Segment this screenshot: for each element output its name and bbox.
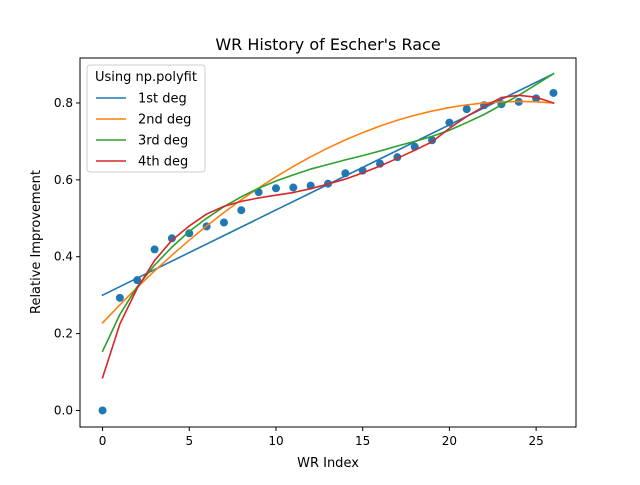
chart-title: WR History of Escher's Race (215, 35, 440, 54)
x-tick-label: 15 (355, 434, 370, 448)
x-axis: 0 5 10 15 20 25 (99, 427, 544, 448)
data-point (219, 218, 228, 227)
series-line-3 (101, 72, 555, 353)
data-point (237, 206, 246, 215)
series-line-4 (101, 94, 555, 379)
series-line-2 (101, 100, 555, 324)
y-tick-label: 0.4 (54, 250, 73, 264)
x-axis-label: WR Index (297, 456, 359, 471)
plot-content (98, 72, 558, 415)
x-tick-label: 20 (442, 434, 457, 448)
legend-box (86, 64, 206, 173)
data-point (549, 88, 558, 97)
legend: Using np.polyfit 1st deg 2nd deg 3rd deg 4t… (86, 64, 206, 173)
data-point (462, 105, 471, 114)
legend-label-2: 2nd deg (138, 113, 191, 128)
y-tick-label: 0.0 (54, 403, 73, 417)
legend-label-1: 1st deg (138, 92, 187, 107)
data-point (133, 276, 142, 285)
x-tick-label: 25 (528, 434, 543, 448)
data-point (185, 229, 194, 238)
legend-label-3: 3rd deg (138, 134, 188, 149)
y-axis: 0.0 0.2 0.4 0.6 0.8 (54, 96, 80, 417)
x-tick-label: 5 (185, 434, 193, 448)
y-tick-label: 0.6 (54, 173, 73, 187)
x-tick-label: 0 (99, 434, 107, 448)
data-point (115, 293, 124, 302)
data-point (150, 245, 159, 254)
x-tick-label: 10 (268, 434, 283, 448)
y-tick-label: 0.2 (54, 327, 73, 341)
legend-label-4: 4th deg (138, 155, 188, 170)
data-point (167, 234, 176, 243)
y-tick-label: 0.8 (54, 96, 73, 110)
legend-entries: 1st deg 2nd deg 3rd deg 4th deg (96, 92, 191, 170)
plot-frame (79, 57, 577, 428)
data-point (289, 183, 298, 192)
legend-title: Using np.polyfit (95, 70, 197, 85)
data-point (271, 184, 280, 193)
y-axis-label: Relative Improvement (29, 170, 44, 314)
data-point (98, 406, 107, 415)
